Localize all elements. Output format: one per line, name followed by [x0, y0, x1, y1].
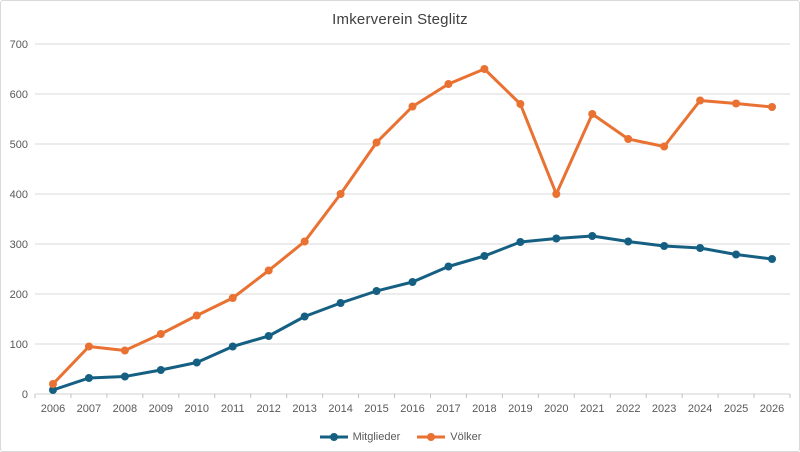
x-axis-label-2006: 2006 — [41, 403, 65, 415]
data-point-Mitglieder-2011 — [228, 342, 237, 351]
data-point-Völker-2008 — [120, 346, 129, 355]
x-axis-label-2019: 2019 — [508, 403, 532, 415]
data-point-Mitglieder-2016 — [408, 278, 417, 286]
x-axis-label-2013: 2013 — [292, 403, 316, 415]
data-point-Völker-2024 — [696, 96, 705, 105]
data-point-Mitglieder-2021 — [588, 232, 597, 240]
x-axis-label-2017: 2017 — [436, 403, 460, 415]
data-point-Mitglieder-2017 — [444, 262, 453, 271]
legend-label: Völker — [450, 431, 482, 443]
data-point-Mitglieder-2024 — [696, 244, 705, 252]
data-point-Völker-2022 — [624, 135, 633, 143]
data-point-Mitglieder-2023 — [660, 242, 669, 250]
data-point-Völker-2015 — [372, 138, 381, 147]
data-point-Mitglieder-2012 — [264, 332, 273, 340]
data-point-Völker-2023 — [660, 142, 669, 151]
data-point-Mitglieder-2025 — [732, 250, 741, 259]
x-axis-label-2026: 2026 — [760, 403, 784, 415]
data-point-Völker-2021 — [588, 110, 597, 118]
data-point-Völker-2009 — [156, 330, 165, 338]
x-axis-label-2024: 2024 — [688, 403, 712, 415]
chart-legend: Mitglieder Völker — [1, 431, 799, 443]
data-point-Völker-2017 — [444, 80, 453, 88]
legend-item-Völker: Völker — [416, 431, 481, 443]
x-axis-label-2011: 2011 — [221, 403, 245, 415]
x-axis-label-2023: 2023 — [652, 403, 676, 415]
x-axis-label-2008: 2008 — [113, 403, 137, 415]
x-axis-label-2009: 2009 — [149, 403, 173, 415]
data-point-Völker-2018 — [480, 65, 489, 73]
data-point-Völker-2006 — [48, 380, 57, 388]
data-point-Mitglieder-2026 — [768, 255, 777, 263]
data-point-Völker-2011 — [228, 294, 237, 302]
legend-label: Mitglieder — [352, 431, 401, 443]
data-point-Mitglieder-2013 — [300, 312, 309, 321]
y-axis-label-0: 0 — [22, 389, 28, 401]
x-axis-label-2025: 2025 — [724, 403, 748, 415]
data-point-Völker-2026 — [768, 103, 777, 111]
data-point-Völker-2025 — [732, 99, 741, 108]
x-axis-label-2016: 2016 — [400, 403, 424, 415]
data-point-Völker-2020 — [552, 190, 561, 198]
legend-marker-icon — [319, 433, 348, 441]
y-axis-label-600: 600 — [10, 89, 28, 101]
data-point-Mitglieder-2008 — [120, 372, 129, 381]
x-axis-label-2015: 2015 — [364, 403, 388, 415]
y-axis-label-400: 400 — [10, 189, 28, 201]
x-axis-label-2021: 2021 — [580, 403, 604, 415]
legend-marker-icon — [417, 433, 446, 441]
x-axis-label-2012: 2012 — [256, 403, 280, 415]
data-point-Völker-2014 — [336, 190, 345, 198]
data-point-Völker-2019 — [516, 100, 525, 108]
y-axis-label-300: 300 — [10, 239, 28, 251]
data-point-Völker-2007 — [84, 342, 93, 351]
y-axis-label-100: 100 — [10, 339, 28, 351]
y-axis-label-700: 700 — [10, 39, 28, 51]
x-axis-label-2018: 2018 — [472, 403, 496, 415]
data-point-Mitglieder-2022 — [624, 237, 633, 246]
data-point-Völker-2012 — [264, 266, 273, 275]
data-point-Mitglieder-2019 — [516, 238, 525, 246]
legend-item-Mitglieder: Mitglieder — [319, 431, 401, 443]
x-axis-label-2022: 2022 — [616, 403, 640, 415]
data-point-Mitglieder-2014 — [336, 299, 345, 307]
data-point-Völker-2013 — [300, 237, 309, 246]
y-axis-label-500: 500 — [10, 139, 28, 151]
chart-title: Imkerverein Steglitz — [332, 11, 468, 28]
x-axis-label-2020: 2020 — [544, 403, 568, 415]
data-point-Völker-2016 — [408, 102, 417, 111]
data-point-Mitglieder-2006 — [48, 386, 57, 394]
x-axis-label-2010: 2010 — [185, 403, 209, 415]
data-point-Mitglieder-2018 — [480, 252, 489, 260]
y-axis-label-200: 200 — [10, 289, 28, 301]
x-axis-label-2007: 2007 — [77, 403, 101, 415]
data-point-Mitglieder-2020 — [552, 234, 561, 243]
data-point-Mitglieder-2007 — [84, 374, 93, 382]
data-point-Völker-2010 — [192, 311, 201, 320]
x-axis-label-2014: 2014 — [328, 403, 352, 415]
data-point-Mitglieder-2015 — [372, 287, 381, 295]
data-point-Mitglieder-2009 — [156, 366, 165, 374]
data-point-Mitglieder-2010 — [192, 358, 201, 367]
